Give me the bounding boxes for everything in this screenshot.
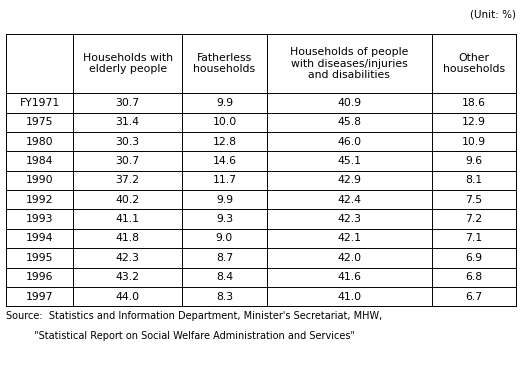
Text: 6.9: 6.9 [465,253,482,263]
Text: 37.2: 37.2 [116,175,139,185]
Text: 7.1: 7.1 [465,233,482,244]
Text: 30.7: 30.7 [115,156,140,166]
Text: 45.8: 45.8 [337,117,361,127]
Text: 40.2: 40.2 [115,195,140,205]
Text: 8.7: 8.7 [216,253,233,263]
Text: 42.9: 42.9 [337,175,361,185]
Text: 9.0: 9.0 [216,233,233,244]
Text: 12.8: 12.8 [212,136,236,147]
Text: 46.0: 46.0 [337,136,361,147]
Text: 41.1: 41.1 [116,214,139,224]
Text: 1994: 1994 [26,233,53,244]
Text: 12.9: 12.9 [462,117,486,127]
Text: 43.2: 43.2 [116,272,139,282]
Text: 1993: 1993 [26,214,53,224]
Text: 42.1: 42.1 [337,233,361,244]
Text: Households of people
with diseases/injuries
and disabilities: Households of people with diseases/injur… [290,47,409,80]
Text: (Unit: %): (Unit: %) [470,9,516,20]
Text: 41.0: 41.0 [337,291,361,302]
Text: 7.5: 7.5 [465,195,482,205]
Text: 1984: 1984 [26,156,53,166]
Text: 30.3: 30.3 [115,136,140,147]
Text: 9.9: 9.9 [216,195,233,205]
Text: 1997: 1997 [26,291,53,302]
Text: 8.1: 8.1 [465,175,482,185]
Text: 9.9: 9.9 [216,98,233,108]
Text: 41.8: 41.8 [116,233,139,244]
Text: "Statistical Report on Social Welfare Administration and Services": "Statistical Report on Social Welfare Ad… [6,332,355,341]
Text: 42.0: 42.0 [337,253,361,263]
Text: 42.3: 42.3 [116,253,139,263]
Text: 10.9: 10.9 [462,136,486,147]
Text: 31.4: 31.4 [116,117,139,127]
Text: 8.3: 8.3 [216,291,233,302]
Text: 44.0: 44.0 [115,291,140,302]
Text: 1995: 1995 [26,253,53,263]
Text: 18.6: 18.6 [462,98,486,108]
Text: 7.2: 7.2 [465,214,482,224]
Text: 9.3: 9.3 [216,214,233,224]
Text: 14.6: 14.6 [212,156,236,166]
Text: 11.7: 11.7 [212,175,236,185]
Text: 1975: 1975 [26,117,53,127]
Text: 42.3: 42.3 [337,214,361,224]
Text: 1990: 1990 [26,175,53,185]
Text: 6.7: 6.7 [465,291,482,302]
Text: 6.8: 6.8 [465,272,482,282]
Text: FY1971: FY1971 [19,98,60,108]
Text: 10.0: 10.0 [212,117,236,127]
Text: 8.4: 8.4 [216,272,233,282]
Text: 41.6: 41.6 [337,272,361,282]
Text: 1996: 1996 [26,272,53,282]
Text: Fatherless
households: Fatherless households [193,53,256,74]
Text: 1992: 1992 [26,195,53,205]
Text: 9.6: 9.6 [465,156,482,166]
Text: Other
households: Other households [443,53,505,74]
Text: Households with
elderly people: Households with elderly people [82,53,173,74]
Text: 45.1: 45.1 [337,156,361,166]
Text: 1980: 1980 [26,136,53,147]
Text: 42.4: 42.4 [337,195,361,205]
Text: Source:  Statistics and Information Department, Minister's Secretariat, MHW,: Source: Statistics and Information Depar… [6,311,383,321]
Text: 30.7: 30.7 [115,98,140,108]
Text: 40.9: 40.9 [337,98,361,108]
